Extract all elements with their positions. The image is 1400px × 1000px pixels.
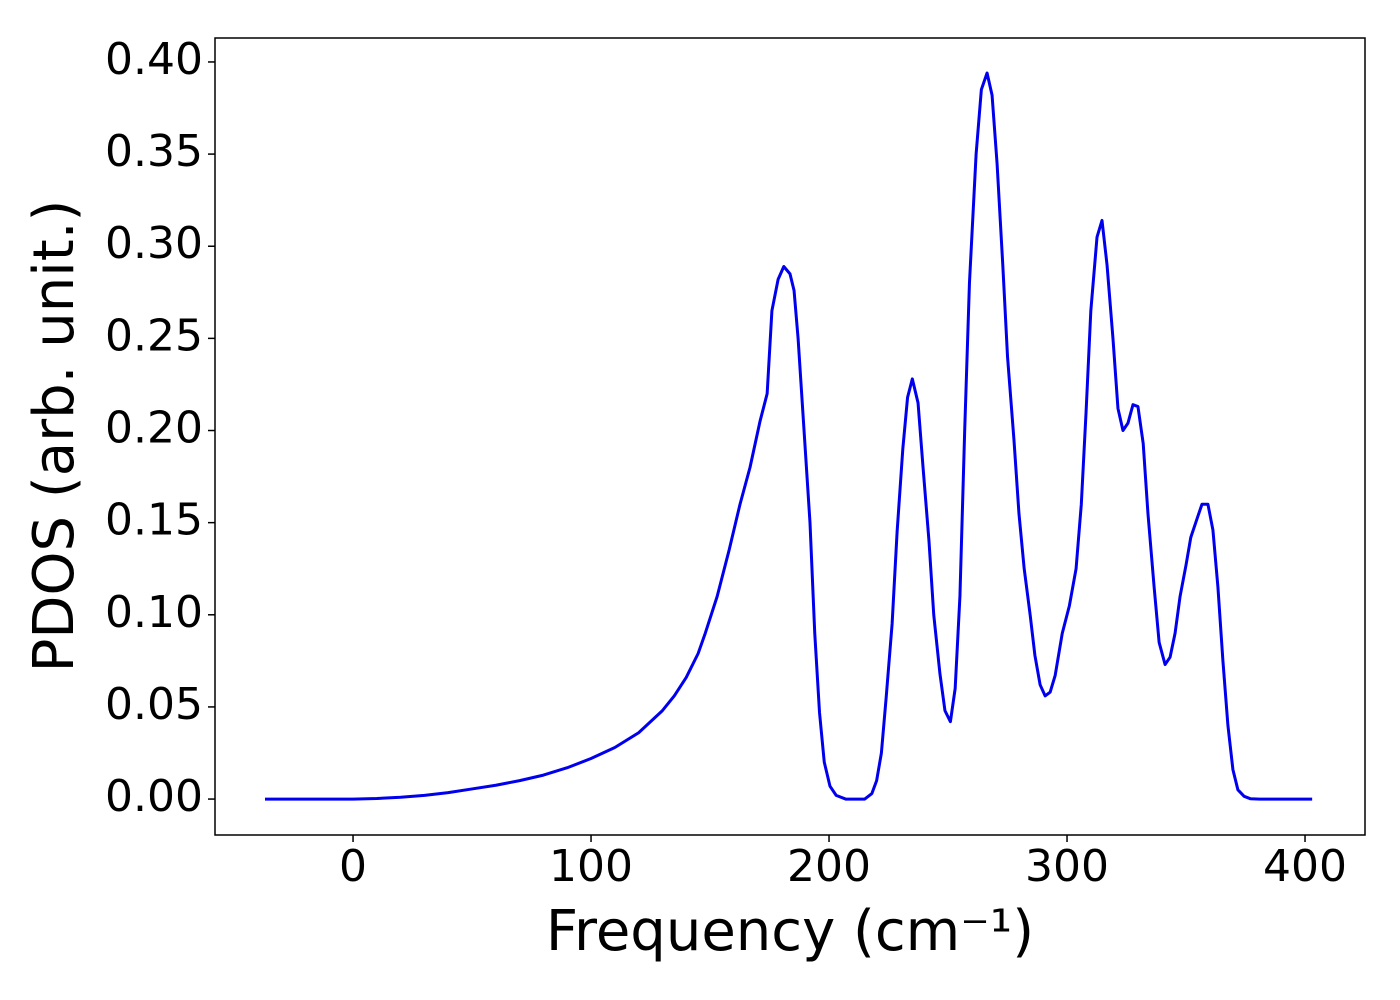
- x-tick-label: 0: [339, 841, 367, 892]
- y-tick-label: 0.05: [105, 679, 203, 730]
- y-tick-label: 0.15: [105, 495, 203, 546]
- x-axis-label: Frequency (cm⁻¹): [546, 899, 1034, 964]
- series-line: [264, 71, 1313, 801]
- y-tick-label: 0.25: [105, 310, 203, 361]
- x-tick-label: 200: [787, 841, 871, 892]
- y-tick-label: 0.00: [105, 771, 203, 822]
- y-tick-label: 0.10: [105, 587, 203, 638]
- y-tick-label: 0.30: [105, 218, 203, 269]
- x-tick-label: 300: [1025, 841, 1109, 892]
- y-tick-label: 0.20: [105, 403, 203, 454]
- y-tick-label: 0.40: [105, 34, 203, 85]
- y-tick-label: 0.35: [105, 126, 203, 177]
- plot-frame: [214, 37, 1366, 836]
- x-tick-label: 400: [1263, 841, 1347, 892]
- y-axis-label: PDOS (arb. unit.): [22, 200, 87, 673]
- x-tick-label: 100: [549, 841, 633, 892]
